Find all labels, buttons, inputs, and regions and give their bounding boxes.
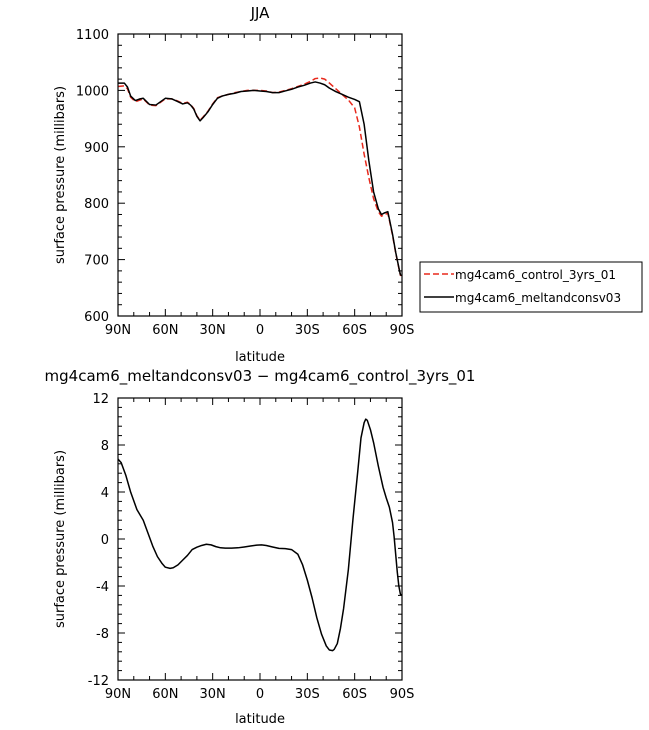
x-tick-label: 90N: [105, 687, 131, 702]
chart-panel-1: JJA latitude surface pressure (millibars) 9…: [53, 4, 414, 365]
x-tick-label: 90N: [105, 323, 131, 338]
x-tick-label: 30S: [295, 687, 320, 702]
y-tick-label: -8: [96, 627, 109, 642]
x-tick-label: 0: [256, 687, 264, 702]
y-tick-label: 1000: [76, 84, 109, 99]
legend: mg4cam6_control_3yrs_01 mg4cam6_meltandco…: [419, 261, 643, 313]
x-tick-label: 90S: [390, 323, 415, 338]
series-line-1: [117, 418, 403, 652]
y-axis-label: surface pressure (millibars): [53, 86, 68, 264]
legend-box: [419, 261, 643, 313]
legend-label-1: mg4cam6_control_3yrs_01: [455, 268, 616, 282]
x-tick-label: 90S: [390, 687, 415, 702]
y-tick-label: 600: [84, 310, 109, 325]
y-tick-label: 800: [84, 197, 109, 212]
x-axis-label: latitude: [235, 712, 285, 727]
series-line-1: [117, 77, 402, 277]
y-tick-label: 4: [101, 486, 109, 501]
y-tick-label: 900: [84, 141, 109, 156]
chart-title: JJA: [250, 4, 271, 22]
x-tick-label: 60S: [342, 323, 367, 338]
y-tick-label: 0: [101, 533, 109, 548]
x-tick-label: 30N: [200, 687, 226, 702]
plot-frame: [117, 33, 403, 317]
x-tick-label: 60N: [152, 687, 178, 702]
x-tick-label: 30S: [295, 323, 320, 338]
chart-title: mg4cam6_meltandconsv03 − mg4cam6_control…: [45, 367, 476, 386]
chart-panel-2: mg4cam6_meltandconsv03 − mg4cam6_control…: [45, 367, 476, 727]
x-tick-label: 0: [256, 323, 264, 338]
x-tick-label: 30N: [200, 323, 226, 338]
y-tick-label: -12: [88, 674, 109, 689]
x-tick-label: 60S: [342, 687, 367, 702]
y-tick-label: 1100: [76, 28, 109, 43]
legend-label-2: mg4cam6_meltandconsv03: [455, 291, 621, 305]
series-line-2: [118, 81, 403, 277]
y-tick-label: 700: [84, 254, 109, 269]
y-tick-label: 12: [92, 392, 109, 407]
y-axis-label: surface pressure (millibars): [53, 450, 68, 628]
y-tick-label: 8: [101, 439, 109, 454]
y-tick-label: -4: [96, 580, 109, 595]
x-axis-label: latitude: [235, 350, 285, 365]
x-tick-label: 60N: [152, 323, 178, 338]
plot-frame: [117, 397, 403, 681]
